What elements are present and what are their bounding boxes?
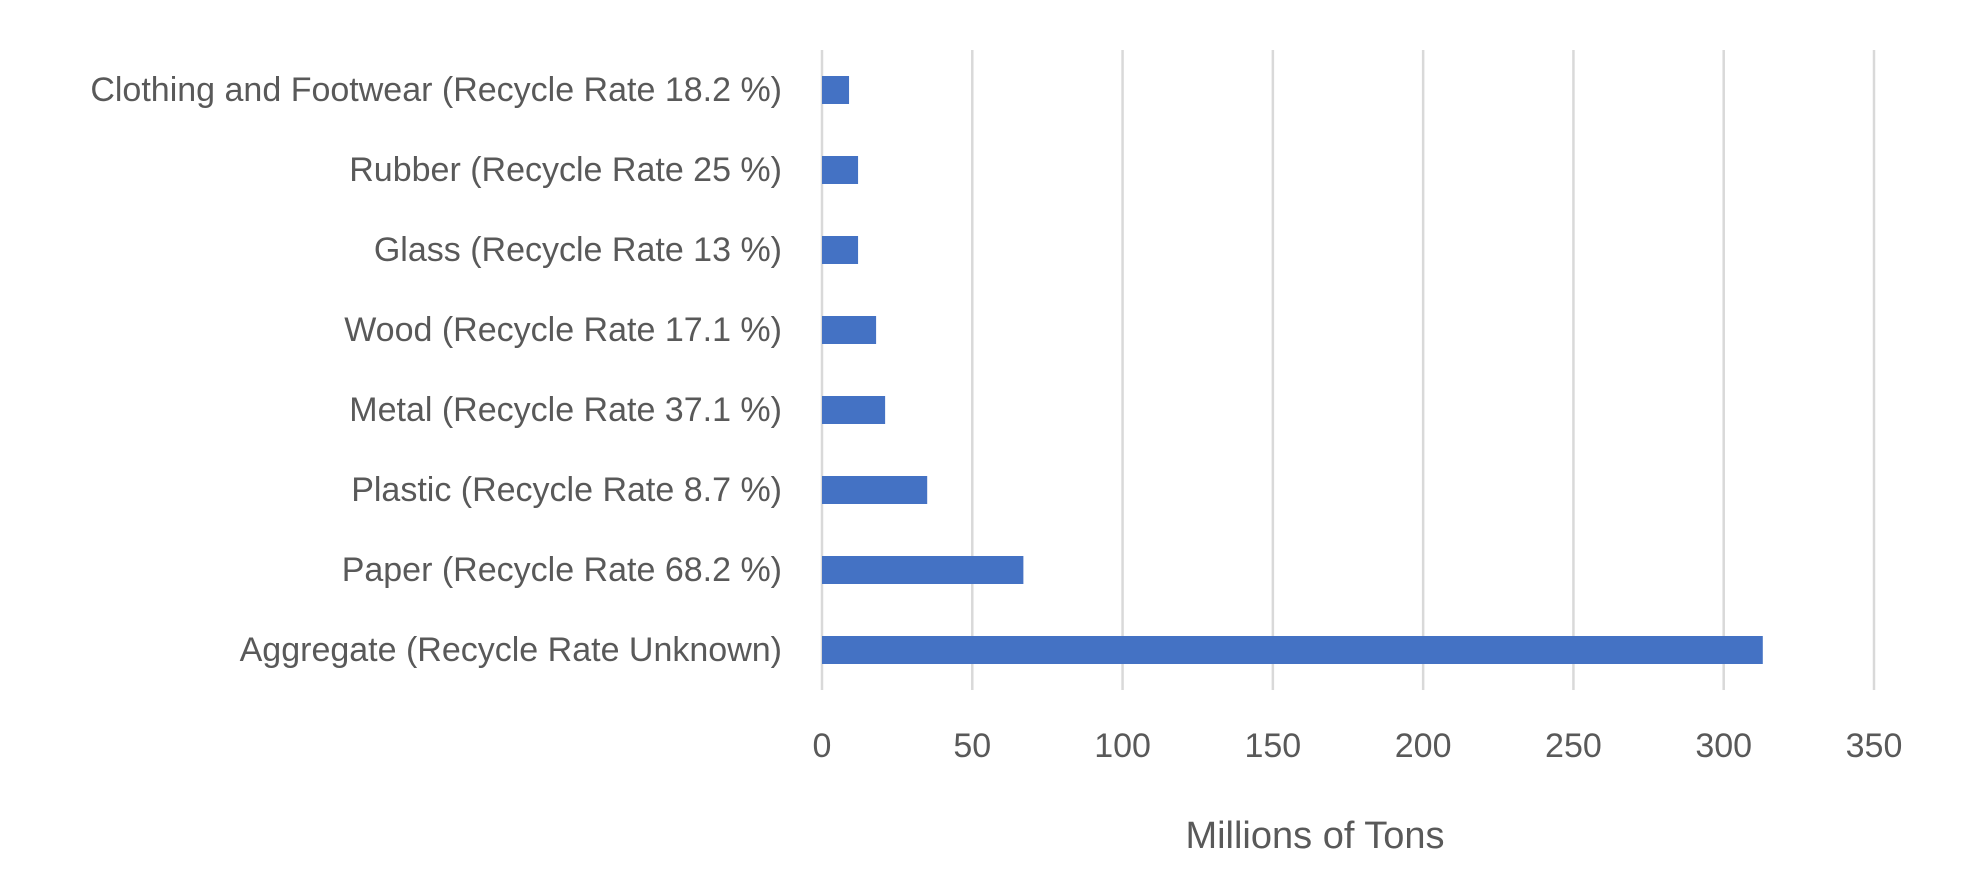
- category-label: Clothing and Footwear (Recycle Rate 18.2…: [90, 71, 782, 109]
- gridlines: [820, 50, 1876, 690]
- x-tick-labels: 0 50 100 150 200 250 300 350: [813, 727, 1903, 765]
- category-label: Glass (Recycle Rate 13 %): [374, 231, 782, 269]
- x-tick-label: 100: [1094, 727, 1151, 765]
- x-tick-label: 300: [1695, 727, 1752, 765]
- category-label: Rubber (Recycle Rate 25 %): [349, 151, 782, 189]
- category-label: Metal (Recycle Rate 37.1 %): [349, 391, 782, 429]
- category-label: Plastic (Recycle Rate 8.7 %): [351, 471, 782, 509]
- bar: [822, 236, 859, 264]
- x-tick-label: 150: [1244, 727, 1301, 765]
- category-labels: Aggregate (Recycle Rate Unknown) Paper (R…: [90, 71, 782, 669]
- category-label: Wood (Recycle Rate 17.1 %): [344, 311, 782, 349]
- x-axis-title: Millions of Tons: [1185, 815, 1444, 857]
- x-tick-label: 0: [813, 727, 832, 765]
- x-tick-label: 350: [1846, 727, 1903, 765]
- bars: [822, 76, 1763, 664]
- category-label: Paper (Recycle Rate 68.2 %): [342, 551, 782, 589]
- x-tick-label: 200: [1395, 727, 1452, 765]
- bar: [822, 156, 859, 184]
- bar: [822, 396, 886, 424]
- category-label: Aggregate (Recycle Rate Unknown): [240, 631, 782, 669]
- bar: [822, 476, 928, 504]
- bar: [822, 636, 1763, 664]
- x-tick-label: 250: [1545, 727, 1602, 765]
- bar: [822, 76, 850, 104]
- x-tick-label: 50: [953, 727, 991, 765]
- bar: [822, 316, 877, 344]
- bar: [822, 556, 1024, 584]
